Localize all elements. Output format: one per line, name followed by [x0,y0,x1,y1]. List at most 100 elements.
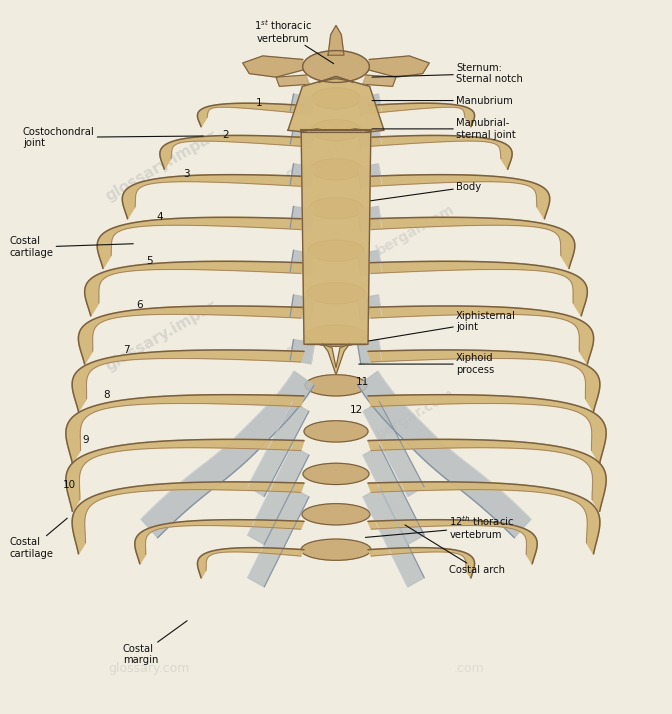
Polygon shape [368,261,587,316]
Text: Manubrial-
sternal joint: Manubrial- sternal joint [372,118,515,140]
Text: glossary.com: glossary.com [109,662,190,675]
Text: Manubrium: Manubrium [372,96,513,106]
Ellipse shape [309,198,363,219]
Polygon shape [85,261,304,316]
Polygon shape [368,104,474,127]
Text: Xiphisternal
joint: Xiphisternal joint [369,311,516,341]
Text: Costal
cartilage: Costal cartilage [9,518,67,559]
Text: glossary: glossary [283,134,353,183]
Polygon shape [290,295,314,320]
Polygon shape [198,548,304,578]
Polygon shape [368,520,537,564]
Polygon shape [358,295,382,320]
Polygon shape [370,56,429,77]
Text: 11: 11 [356,377,370,387]
Text: 1: 1 [256,99,263,109]
Polygon shape [288,79,384,131]
Polygon shape [368,482,600,554]
Polygon shape [198,104,304,127]
Polygon shape [368,175,550,219]
Text: 5: 5 [146,256,153,266]
Polygon shape [363,75,396,86]
Polygon shape [122,175,304,219]
Polygon shape [290,164,314,188]
Ellipse shape [304,421,368,442]
Polygon shape [301,132,371,344]
Text: 10: 10 [63,480,76,490]
Polygon shape [358,206,382,231]
Polygon shape [358,371,531,538]
Polygon shape [368,306,593,364]
Text: 3: 3 [183,169,190,179]
Text: Xiphoid
process: Xiphoid process [359,353,494,375]
Ellipse shape [306,325,366,346]
Ellipse shape [301,539,371,560]
Text: 1$^{st}$ thoracic
vertebrum: 1$^{st}$ thoracic vertebrum [253,19,334,64]
Text: Sternum:
Sternal notch: Sternum: Sternal notch [372,63,523,84]
Polygon shape [358,251,382,276]
Polygon shape [290,128,314,149]
Polygon shape [358,339,382,364]
Text: 7: 7 [123,345,130,355]
Polygon shape [358,94,382,116]
Polygon shape [363,402,424,496]
Polygon shape [243,56,302,77]
Polygon shape [97,217,304,268]
Polygon shape [368,548,474,578]
Ellipse shape [302,503,370,525]
Text: 8: 8 [103,390,110,400]
Polygon shape [368,217,575,268]
Polygon shape [79,306,304,364]
Polygon shape [248,446,309,545]
Ellipse shape [303,463,369,485]
Polygon shape [141,371,314,538]
Text: .com: .com [454,662,485,675]
Polygon shape [358,128,382,149]
Polygon shape [72,482,304,554]
Text: Costal
cartilage: Costal cartilage [9,236,133,258]
Text: glossary.impar: glossary.impar [103,298,220,374]
Text: 9: 9 [83,435,89,445]
Text: Costal
margin: Costal margin [123,620,187,665]
Text: 12$^{th}$ thoracic
vertebrum: 12$^{th}$ thoracic vertebrum [366,514,515,540]
Polygon shape [290,206,314,231]
Text: glossary.impar: glossary.impar [103,128,220,204]
Text: Body: Body [371,182,481,201]
Ellipse shape [307,283,365,304]
Polygon shape [248,402,309,496]
Polygon shape [135,520,304,564]
Polygon shape [363,446,424,545]
Text: 4: 4 [156,212,163,222]
Polygon shape [290,251,314,276]
Polygon shape [290,339,314,364]
Ellipse shape [308,240,364,261]
Polygon shape [66,395,304,463]
Ellipse shape [310,159,362,180]
Polygon shape [368,395,606,463]
Polygon shape [323,344,349,375]
Ellipse shape [305,375,367,396]
Polygon shape [290,94,314,116]
Ellipse shape [302,51,370,83]
Ellipse shape [312,88,360,109]
Text: bergar.com: bergar.com [374,201,458,258]
Polygon shape [276,75,309,86]
Text: 2: 2 [222,130,229,140]
Polygon shape [368,439,606,511]
Polygon shape [358,164,382,188]
Text: bergar.com: bergar.com [374,386,458,442]
Text: 12: 12 [349,405,363,415]
Polygon shape [66,439,304,511]
Text: 6: 6 [136,301,142,311]
Polygon shape [368,350,600,411]
Polygon shape [363,488,424,587]
Polygon shape [160,136,304,169]
Text: glossary: glossary [283,311,353,360]
Polygon shape [368,136,512,169]
Ellipse shape [311,120,361,141]
Text: Costal arch: Costal arch [405,525,505,575]
Text: Costochondral
joint: Costochondral joint [23,126,203,149]
Polygon shape [328,26,344,55]
Polygon shape [248,488,309,587]
Polygon shape [72,350,304,411]
